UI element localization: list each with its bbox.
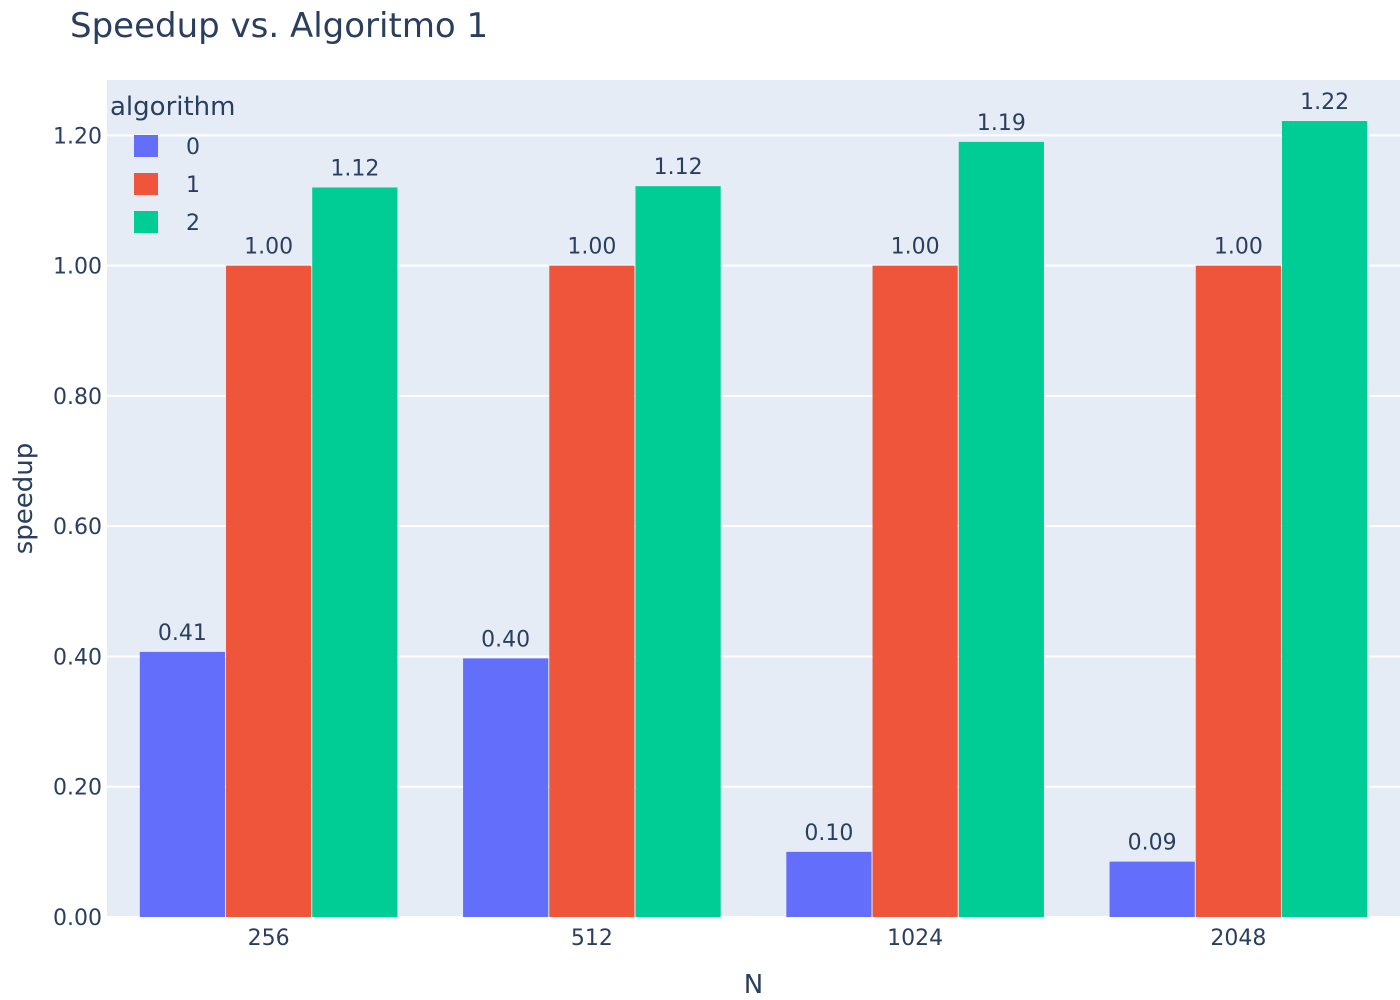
bar-1-2048[interactable] (1195, 265, 1281, 917)
y-tick-label: 0.40 (53, 645, 102, 670)
y-tick-label: 0.60 (53, 515, 102, 540)
bar-2-512[interactable] (635, 186, 721, 917)
bar-2-256[interactable] (312, 187, 398, 917)
data-label: 1.12 (654, 155, 703, 180)
bar-0-256[interactable] (139, 651, 226, 917)
bar-2-2048[interactable] (1281, 121, 1368, 918)
data-label: 1.00 (891, 235, 940, 260)
data-label: 1.22 (1300, 90, 1349, 115)
legend-item-1[interactable]: 1 (186, 173, 200, 198)
y-axis-title: speedup (9, 443, 39, 555)
y-tick-label: 1.00 (53, 255, 102, 280)
bar-0-1024[interactable] (786, 851, 872, 917)
data-label: 1.00 (244, 235, 293, 260)
legend-swatch-2[interactable] (134, 211, 158, 233)
legend-swatch-0[interactable] (134, 135, 158, 157)
data-label: 1.12 (330, 156, 379, 181)
data-label: 1.19 (977, 111, 1026, 136)
data-label: 0.10 (804, 821, 853, 846)
bar-1-1024[interactable] (872, 265, 958, 917)
x-tick-label: 512 (571, 926, 613, 951)
legend-swatch-1[interactable] (134, 173, 158, 195)
legend-title: algorithm (110, 92, 235, 122)
bar-1-256[interactable] (226, 265, 312, 917)
y-tick-label: 1.20 (53, 124, 102, 149)
data-label: 0.09 (1128, 831, 1177, 856)
y-tick-label: 0.00 (53, 906, 102, 931)
bars (139, 121, 1368, 918)
x-tick-label: 256 (248, 926, 290, 951)
data-label: 0.40 (481, 627, 530, 652)
data-labels: 0.41 1.00 1.12 0.40 1.00 1.12 0.10 1.00 1.19 0.09… (158, 90, 1349, 856)
legend[interactable]: algorithm 0 1 2 (110, 92, 235, 236)
data-label: 0.41 (158, 621, 207, 646)
y-tick-label: 0.80 (53, 385, 102, 410)
legend-item-0[interactable]: 0 (186, 135, 200, 160)
data-label: 1.00 (567, 235, 616, 260)
bar-1-512[interactable] (549, 265, 635, 917)
bar-0-512[interactable] (463, 658, 549, 917)
y-ticks: 0.00 0.20 0.40 0.60 0.80 1.00 1.20 (53, 124, 102, 931)
chart-title: Speedup vs. Algoritmo 1 (70, 6, 489, 46)
x-tick-label: 2048 (1210, 926, 1266, 951)
x-ticks: 256 512 1024 2048 (248, 926, 1267, 951)
data-label: 1.00 (1214, 235, 1263, 260)
y-tick-label: 0.20 (53, 776, 102, 801)
x-tick-label: 1024 (887, 926, 943, 951)
x-axis-title: N (744, 970, 763, 1000)
bar-0-2048[interactable] (1109, 861, 1195, 917)
bar-2-1024[interactable] (958, 141, 1044, 917)
legend-item-2[interactable]: 2 (186, 211, 200, 236)
